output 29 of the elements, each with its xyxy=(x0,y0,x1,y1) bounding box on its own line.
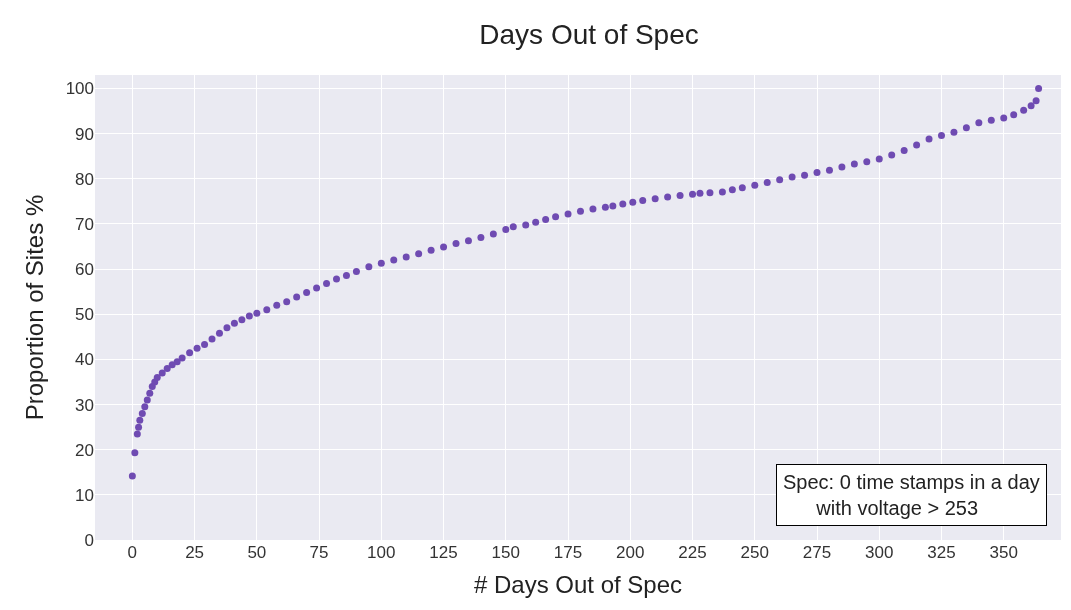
x-tick-label: 250 xyxy=(740,543,769,562)
x-tick-label: 50 xyxy=(247,543,267,562)
y-tick-label: 30 xyxy=(75,395,94,415)
x-tick-label: 300 xyxy=(865,543,894,562)
x-tick-label: 175 xyxy=(553,543,583,562)
x-tick-label: 25 xyxy=(185,543,205,562)
x-tick-label: 125 xyxy=(429,543,458,562)
x-tick-label: 325 xyxy=(927,543,956,562)
y-tick-label: 90 xyxy=(75,124,94,144)
x-tick-label: 200 xyxy=(616,543,645,562)
chart-title: Days Out of Spec xyxy=(479,19,699,50)
x-tick-label: 75 xyxy=(309,543,329,562)
x-tick-label: 150 xyxy=(491,543,520,562)
annotation: Spec: 0 time stamps in a day with voltage > 253 xyxy=(783,471,1040,519)
x-axis-title: # Days Out of Spec xyxy=(473,571,683,599)
y-tick-label: 40 xyxy=(75,350,94,370)
y-tick-label: 20 xyxy=(75,440,94,460)
x-tick-label: 275 xyxy=(802,543,832,562)
y-tick-label: 100 xyxy=(65,79,94,99)
x-tick-label: 100 xyxy=(367,543,396,562)
y-tick-label: 80 xyxy=(75,169,94,189)
y-tick-label: 50 xyxy=(75,305,94,325)
y-axis-title: Proportion of Sites % xyxy=(20,194,48,421)
y-tick-label: 10 xyxy=(75,485,94,505)
x-tick-label: 0 xyxy=(127,543,138,562)
y-tick-label: 70 xyxy=(75,214,94,234)
x-tick-label: 350 xyxy=(989,543,1018,562)
y-tick-label: 60 xyxy=(75,260,94,280)
x-tick-label: 225 xyxy=(678,543,707,562)
